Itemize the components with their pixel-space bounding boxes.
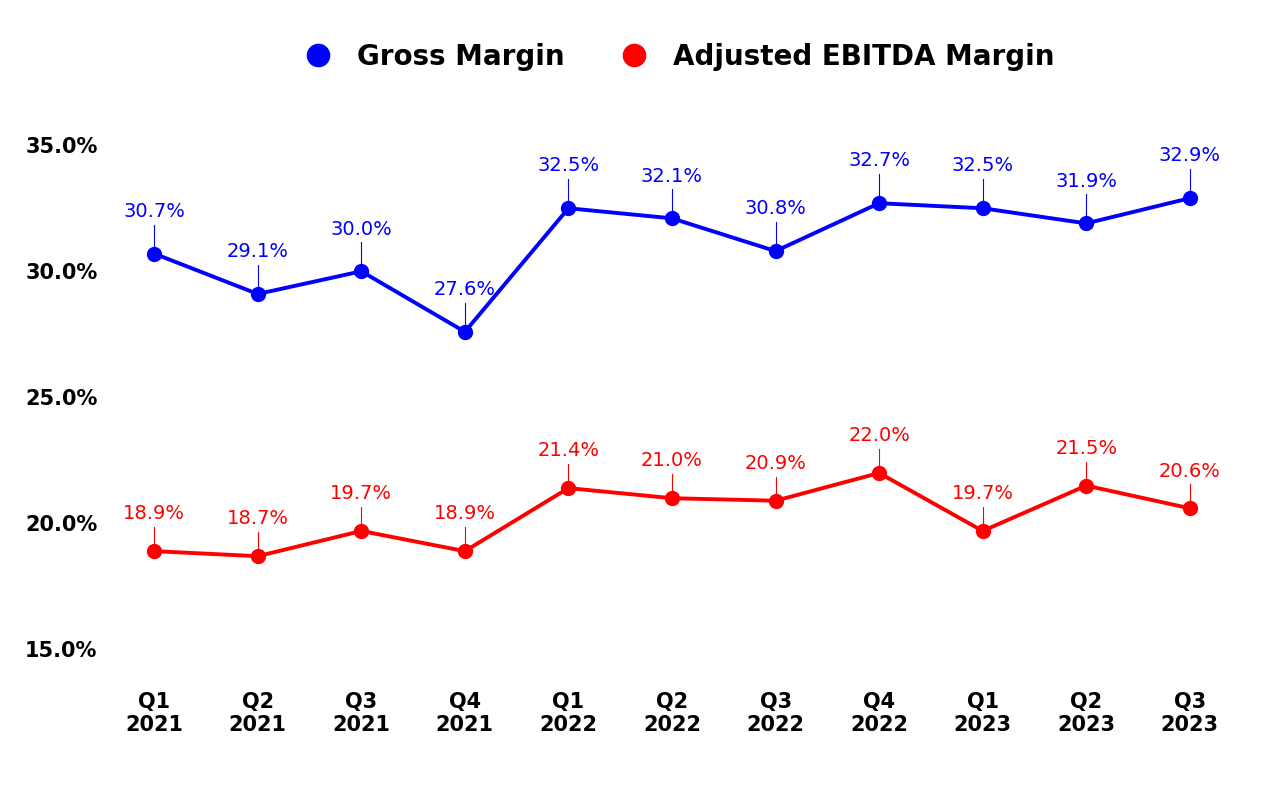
Text: 21.0%: 21.0% xyxy=(641,451,703,471)
Text: 32.7%: 32.7% xyxy=(849,152,910,171)
Text: 21.5%: 21.5% xyxy=(1055,439,1117,458)
Text: 21.4%: 21.4% xyxy=(538,442,599,461)
Text: 32.9%: 32.9% xyxy=(1158,146,1221,165)
Text: 30.7%: 30.7% xyxy=(123,202,186,221)
Text: 22.0%: 22.0% xyxy=(849,427,910,446)
Legend: Gross Margin, Adjusted EBITDA Margin: Gross Margin, Adjusted EBITDA Margin xyxy=(279,32,1065,82)
Text: 18.9%: 18.9% xyxy=(123,505,186,524)
Text: 20.9%: 20.9% xyxy=(745,454,806,473)
Text: 31.9%: 31.9% xyxy=(1055,171,1117,190)
Text: 30.8%: 30.8% xyxy=(745,199,806,218)
Text: 32.1%: 32.1% xyxy=(641,167,703,186)
Text: 18.9%: 18.9% xyxy=(434,505,495,524)
Text: 29.1%: 29.1% xyxy=(227,243,289,261)
Text: 32.5%: 32.5% xyxy=(538,156,599,175)
Text: 27.6%: 27.6% xyxy=(434,280,495,299)
Text: 19.7%: 19.7% xyxy=(330,484,392,503)
Text: 30.0%: 30.0% xyxy=(330,220,392,239)
Text: 18.7%: 18.7% xyxy=(227,510,289,529)
Text: 19.7%: 19.7% xyxy=(952,484,1014,503)
Text: 32.5%: 32.5% xyxy=(951,156,1014,175)
Text: 20.6%: 20.6% xyxy=(1158,461,1221,480)
